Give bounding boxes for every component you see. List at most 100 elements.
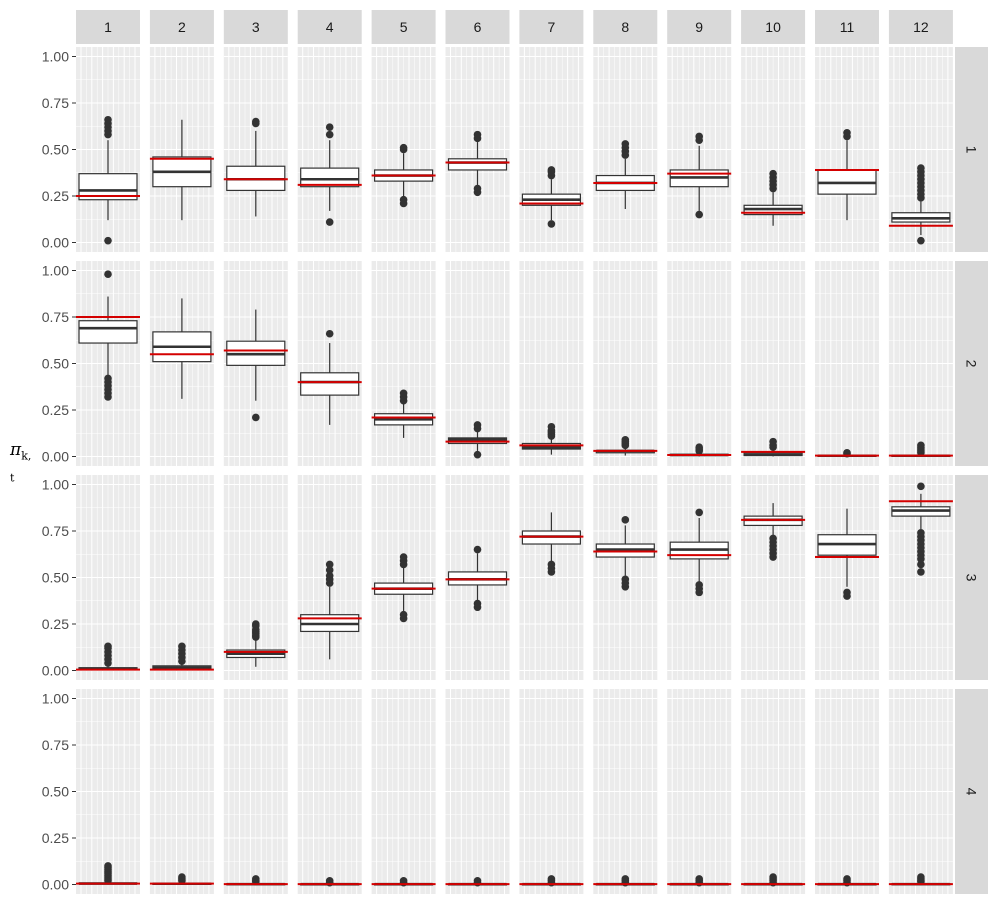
y-axis-title-text: πk, t xyxy=(10,440,32,485)
y-axis-subscript: k, t xyxy=(10,449,32,485)
panel-row4-col1 xyxy=(76,689,140,894)
panel-row1-col1 xyxy=(76,47,140,252)
column-strip-9: 9 xyxy=(667,10,732,44)
panel-row3-col5 xyxy=(371,475,436,680)
outlier-point xyxy=(917,482,925,491)
outlier-point xyxy=(843,588,851,597)
column-strip-bg xyxy=(888,10,953,44)
outlier-point xyxy=(695,875,703,883)
outlier-point xyxy=(621,875,630,883)
column-strip-bg xyxy=(371,10,436,44)
column-strip-bg xyxy=(445,10,510,44)
panel-row3-col12 xyxy=(888,475,953,680)
outlier-point xyxy=(547,220,556,228)
outlier-point xyxy=(104,270,112,279)
outlier-point xyxy=(104,642,112,651)
column-strip-3: 3 xyxy=(223,10,288,44)
outlier-point xyxy=(252,875,260,883)
column-strip-11: 11 xyxy=(815,10,879,44)
column-strip-2: 2 xyxy=(149,10,214,44)
box-iqr xyxy=(300,372,360,396)
panel-row1-col8 xyxy=(593,47,658,252)
panel-row2-col12 xyxy=(888,261,953,466)
outlier-point xyxy=(325,123,334,131)
column-strip-label: 3 xyxy=(252,19,260,35)
outlier-point xyxy=(621,575,630,584)
panel-row1-col9 xyxy=(667,47,732,252)
outlier-point xyxy=(769,534,777,543)
row-strip-bg xyxy=(955,47,988,252)
outlier-point xyxy=(104,862,112,870)
column-strip-7: 7 xyxy=(519,10,584,44)
outlier-point xyxy=(621,140,630,148)
column-strip-bg xyxy=(593,10,658,44)
column-strip-label: 11 xyxy=(840,19,855,35)
panel-row3-col2 xyxy=(149,475,214,680)
panel-row3-col9 xyxy=(667,475,732,680)
y-axis-row-3: 0.00 0.25 0.50 0.75 1.00 xyxy=(42,477,76,679)
outlier-point xyxy=(399,195,408,204)
outlier-point xyxy=(547,875,556,883)
y-tick-label: 0.00 xyxy=(42,663,69,679)
column-strip-4: 4 xyxy=(297,10,362,44)
outlier-point xyxy=(769,437,777,446)
panel-row4-col7 xyxy=(519,689,584,894)
outlier-point xyxy=(473,421,482,429)
panel-row4-col3 xyxy=(223,689,288,894)
outlier-point xyxy=(399,143,408,152)
panel-row2-col4 xyxy=(297,261,362,466)
box-iqr xyxy=(447,158,508,171)
outlier-point xyxy=(621,516,630,524)
outlier-point xyxy=(325,566,334,574)
column-strip-bg xyxy=(815,10,879,44)
outlier-point xyxy=(399,553,408,561)
outlier-point xyxy=(104,374,112,383)
panel-row3-col8 xyxy=(593,475,658,680)
y-tick-label: 0.00 xyxy=(42,235,69,251)
row-strip-bg xyxy=(955,689,988,894)
row-strip-label: 1 xyxy=(964,146,980,154)
column-strip-bg xyxy=(741,10,806,44)
box-iqr xyxy=(300,167,360,188)
column-strip-label: 1 xyxy=(104,19,112,35)
y-tick-label: 0.25 xyxy=(42,830,69,846)
outlier-point xyxy=(399,610,408,619)
y-tick-label: 1.00 xyxy=(42,263,69,279)
panel-row2-col5 xyxy=(371,261,436,466)
outlier-point xyxy=(325,218,334,226)
row-strip-label: 4 xyxy=(964,788,980,796)
outlier-point xyxy=(769,873,777,881)
column-strip-12: 12 xyxy=(888,10,953,44)
y-axis-symbol: π xyxy=(10,440,22,460)
outlier-point xyxy=(325,560,334,569)
y-axis-title: πk, t xyxy=(2,440,32,485)
outlier-point xyxy=(473,130,482,139)
outlier-point xyxy=(252,413,260,422)
panel-row1-col7 xyxy=(519,47,584,252)
outlier-point xyxy=(473,545,482,554)
y-tick-label: 0.25 xyxy=(42,616,69,632)
outlier-point xyxy=(917,441,925,450)
outlier-point xyxy=(917,568,925,576)
outlier-point xyxy=(917,873,925,881)
column-strip-1: 1 xyxy=(76,10,140,44)
panel-row4-col5 xyxy=(371,689,436,894)
panel-row4-col4 xyxy=(297,689,362,894)
row-strip-4: 4 xyxy=(955,689,988,894)
panel-row4-col11 xyxy=(815,689,879,894)
panel-row1-col3 xyxy=(223,47,288,252)
outlier-point xyxy=(473,450,482,459)
panel-row4-col12 xyxy=(888,689,953,894)
panel-row2-col10 xyxy=(741,261,806,466)
column-strip-label: 12 xyxy=(913,19,929,35)
box-iqr xyxy=(78,320,138,344)
panel-row3-col1 xyxy=(76,475,140,680)
panel-row2-col8 xyxy=(593,261,658,466)
column-strip-label: 7 xyxy=(548,19,556,35)
panel-row3-col6 xyxy=(445,475,510,680)
panel-row1-col5 xyxy=(371,47,436,252)
column-strip-label: 5 xyxy=(400,19,408,35)
outlier-point xyxy=(695,581,703,589)
y-tick-label: 0.75 xyxy=(42,95,69,111)
